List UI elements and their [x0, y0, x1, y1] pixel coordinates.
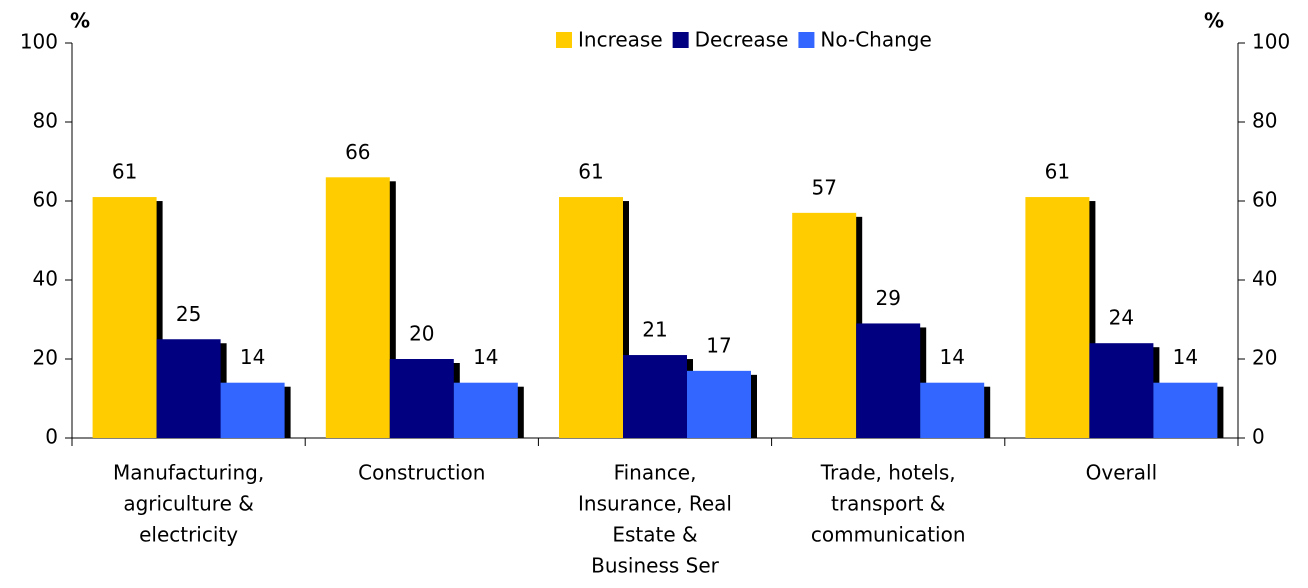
- y-tick-label: 60: [33, 188, 58, 212]
- data-label: 14: [240, 345, 265, 369]
- data-label: 14: [473, 345, 498, 369]
- data-label: 14: [939, 345, 964, 369]
- y2-tick-label: 80: [1252, 109, 1277, 133]
- y2-tick-label: 20: [1252, 346, 1277, 370]
- data-label: 61: [1045, 160, 1070, 184]
- bar: [156, 339, 221, 438]
- x-tick-label: agriculture &: [123, 492, 254, 516]
- y-tick-label: 40: [33, 267, 58, 291]
- data-label: 20: [409, 322, 434, 346]
- bar: [1089, 343, 1154, 438]
- y-axis-title: %: [70, 9, 90, 33]
- data-label: 29: [875, 286, 900, 310]
- legend-label: No-Change: [820, 28, 931, 52]
- bar: [1153, 382, 1218, 438]
- x-tick-label: Manufacturing,: [113, 461, 264, 485]
- bar: [389, 359, 454, 438]
- bar: [220, 382, 285, 438]
- legend-swatch: [798, 32, 815, 48]
- bar: [856, 323, 921, 438]
- y-tick-label: 100: [20, 30, 58, 54]
- x-tick-label: communication: [811, 523, 966, 547]
- bar: [1025, 197, 1090, 438]
- legend-swatch: [672, 32, 689, 48]
- bar: [453, 382, 518, 438]
- x-tick-label: Overall: [1086, 461, 1157, 485]
- y2-tick-label: 100: [1252, 30, 1290, 54]
- legend-swatch: [556, 32, 572, 48]
- x-tick-label: Construction: [358, 461, 485, 485]
- bar: [623, 355, 687, 438]
- y2-axis-title: %: [1204, 9, 1224, 33]
- data-label: 66: [345, 140, 370, 164]
- data-label: 25: [176, 302, 201, 326]
- legend-label: Decrease: [695, 28, 789, 52]
- data-label: 21: [642, 318, 667, 342]
- bar: [559, 197, 623, 438]
- x-tick-label: Estate &: [612, 523, 697, 547]
- bar: [325, 177, 390, 439]
- y-tick-label: 80: [33, 109, 58, 133]
- data-label: 14: [1173, 345, 1198, 369]
- data-label: 24: [1109, 306, 1134, 330]
- data-label: 57: [811, 175, 836, 199]
- y-tick-label: 0: [45, 425, 58, 449]
- data-label: 61: [578, 160, 603, 184]
- x-tick-label: Finance,: [614, 461, 697, 485]
- y2-tick-label: 40: [1252, 267, 1277, 291]
- bar: [920, 382, 985, 438]
- data-label: 17: [706, 333, 731, 357]
- bar: [792, 212, 857, 438]
- x-tick-label: Insurance, Real: [578, 492, 732, 516]
- x-tick-label: Business Ser: [591, 554, 720, 578]
- x-tick-label: Trade, hotels,: [820, 461, 956, 485]
- bar: [687, 370, 751, 438]
- x-tick-label: electricity: [139, 523, 238, 547]
- x-tick-label: transport &: [831, 492, 945, 516]
- y2-tick-label: 0: [1252, 425, 1265, 449]
- y2-tick-label: 60: [1252, 188, 1277, 212]
- data-label: 61: [112, 160, 137, 184]
- y-tick-label: 20: [33, 346, 58, 370]
- legend-label: Increase: [578, 28, 663, 52]
- bar: [92, 197, 157, 438]
